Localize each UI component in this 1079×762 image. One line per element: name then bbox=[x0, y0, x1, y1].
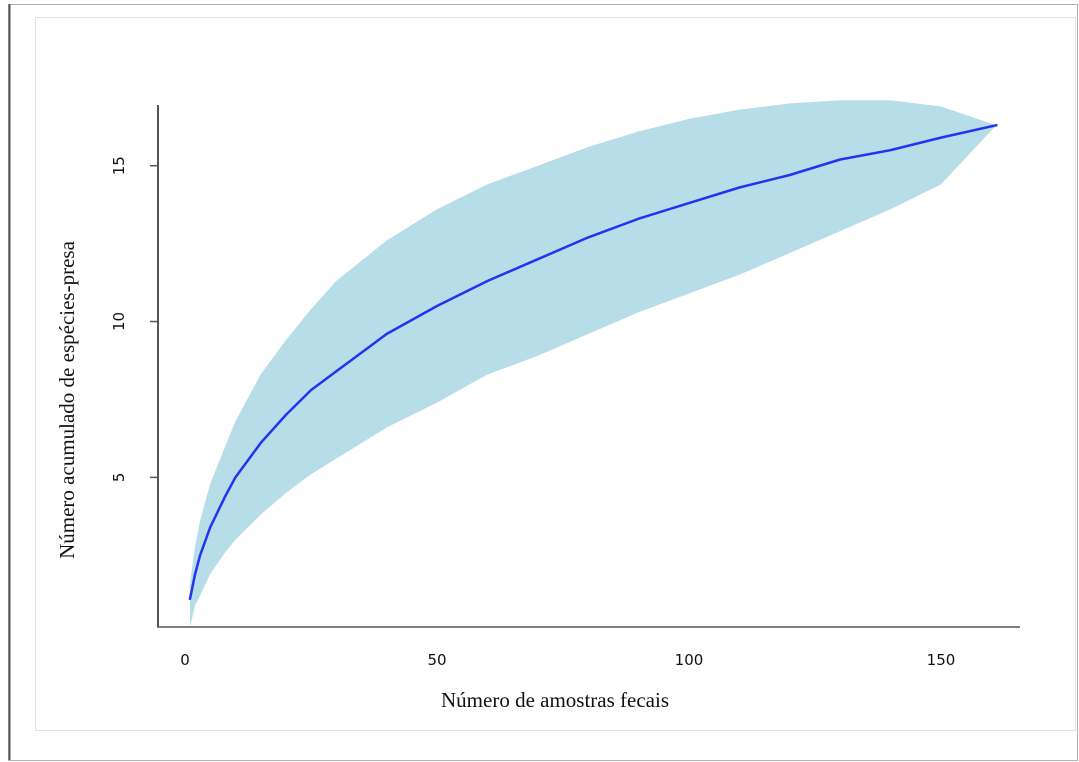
confidence-band-layer bbox=[190, 100, 997, 627]
series-line-layer bbox=[188, 123, 998, 601]
rarefaction-curve bbox=[188, 123, 998, 601]
x-tick-label: 50 bbox=[427, 651, 446, 669]
x-axis-title: Número de amostras fecais bbox=[441, 688, 669, 712]
x-ticks: 0 50 100 150 bbox=[180, 651, 955, 669]
confidence-band bbox=[190, 100, 997, 627]
x-tick-label: 0 bbox=[180, 651, 190, 669]
y-tick-label: 10 bbox=[110, 312, 128, 331]
x-tick-label: 100 bbox=[675, 651, 704, 669]
y-axis-title: Número acumulado de espécies-presa bbox=[55, 240, 79, 558]
x-tick-label: 150 bbox=[927, 651, 956, 669]
y-tick-label: 5 bbox=[110, 473, 128, 483]
y-ticks: 5 10 15 bbox=[110, 156, 158, 482]
y-tick-label: 15 bbox=[110, 156, 128, 175]
